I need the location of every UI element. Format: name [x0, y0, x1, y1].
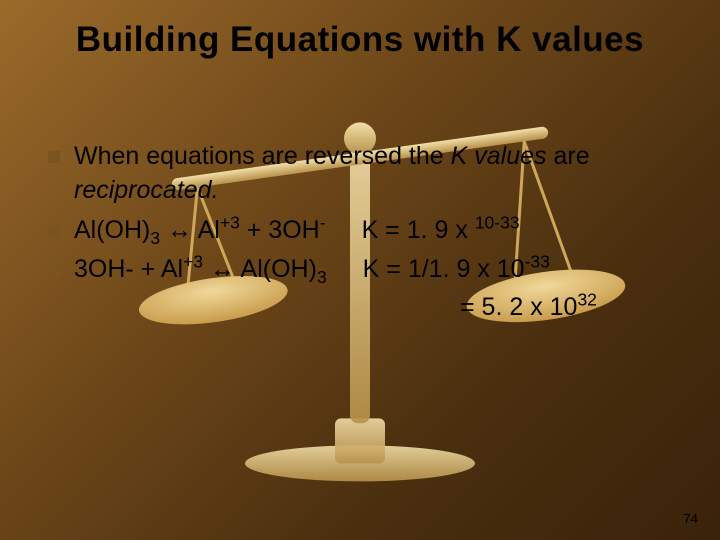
bullet-icon	[48, 264, 60, 276]
equation-forward: Al(OH)3 ↔ Al+3 + 3OH- K = 1. 9 x 10-33	[74, 214, 690, 248]
bullet-icon	[48, 151, 60, 163]
equation-result: = 5. 2 x 1032	[48, 293, 690, 322]
page-number: 74	[684, 511, 698, 526]
bullet-item: Al(OH)3 ↔ Al+3 + 3OH- K = 1. 9 x 10-33	[48, 214, 690, 248]
equation-reverse: 3OH- + Al+3 ↔ Al(OH)3 K = 1/1. 9 x 10-33	[74, 253, 690, 287]
slide-body: When equations are reversed the K values…	[48, 140, 690, 322]
bullet-item: When equations are reversed the K values…	[48, 140, 690, 208]
bullet-icon	[48, 225, 60, 237]
slide-title: Building Equations with K values	[0, 20, 720, 60]
bullet-item: 3OH- + Al+3 ↔ Al(OH)3 K = 1/1. 9 x 10-33	[48, 253, 690, 287]
bullet-text: When equations are reversed the K values…	[74, 140, 690, 208]
